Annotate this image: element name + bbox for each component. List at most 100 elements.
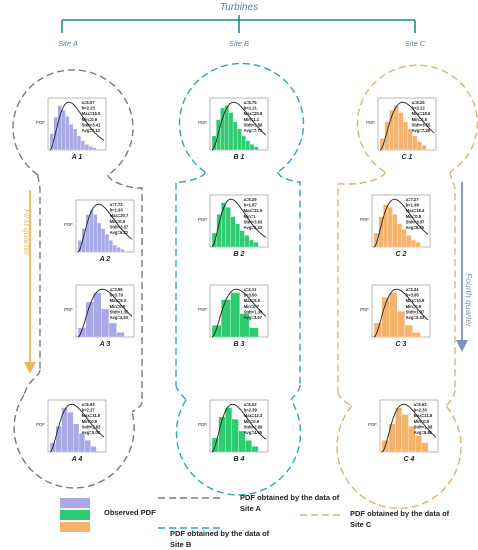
histogram-bar (230, 216, 236, 248)
panel-stat: b=1.87 (244, 203, 258, 208)
panel-stat: b=3.95 (406, 293, 420, 298)
legend-observed-label: Observed PDF (104, 508, 156, 517)
diagram-title: Turbines (220, 2, 258, 13)
histogram-bar (235, 223, 240, 248)
panel-stat: Min=0.9 (244, 419, 260, 424)
panel-stat: Min=0.9 (110, 219, 126, 224)
histogram-bar (239, 313, 250, 338)
panel-stat: a=3.96 (110, 287, 124, 292)
histogram-bar (412, 332, 421, 338)
panel-stat: Max=8.3 (110, 298, 127, 303)
panel-label: B 3 (234, 341, 245, 348)
legend-swatch-site-b (60, 510, 90, 520)
pdf-axis-label: PDF (198, 307, 207, 312)
panel-stat: b=3.79 (110, 293, 124, 298)
fourth-quarter-label: Fourth quarter (464, 273, 474, 328)
histogram-bar (373, 232, 379, 248)
panel-stat: Min=0.8 (110, 304, 126, 309)
panel-label: A 4 (71, 456, 83, 463)
panel-label: C 3 (396, 341, 407, 348)
histogram-bar (108, 240, 113, 253)
histogram-bar (421, 442, 429, 453)
panel-b3: PDF a=4.11b=3.90Max=6.5Min=0.7Stdt=1.39Av… (198, 284, 269, 348)
panel-a4: PDFa=6.93b=2.37Max=11.8Min=0.9Stdt=2.83A… (36, 399, 107, 463)
panel-stat: Avg=7.13 (82, 128, 101, 133)
panel-stat: a=6.93 (82, 402, 96, 407)
histogram-bar (404, 325, 413, 338)
histogram-bar (239, 230, 245, 248)
panel-label: B 2 (234, 251, 245, 258)
fitted-pdf-curve (211, 198, 267, 248)
fitted-pdf-curve (49, 403, 105, 453)
histogram-bar (393, 105, 399, 151)
panel-label: B 1 (234, 154, 245, 161)
panel-stat: Max=20.8 (244, 111, 263, 116)
panel-a3: PDF a=3.96b=3.79Max=8.3Min=0.8Stdt=1.35Av… (64, 284, 135, 348)
pdf-axis-label: PDF (366, 120, 375, 125)
legend: Observed PDF PDF obtained by the data of… (60, 493, 450, 549)
histogram-bar (248, 239, 254, 248)
histogram-bar (231, 419, 239, 453)
fitted-pdf-curve (373, 288, 429, 338)
panel-stat: Max=11.8 (82, 413, 101, 418)
histogram-bar (80, 140, 85, 151)
histogram-bar (218, 416, 226, 453)
panel-stat: a=6.62 (414, 402, 428, 407)
histogram-bar (89, 209, 94, 253)
panel-stat: Avg=3.53 (110, 315, 129, 320)
site-b-frame (175, 62, 305, 496)
fitted-pdf-curve (211, 288, 267, 338)
histogram-bar (101, 228, 106, 253)
pdf-axis-label: PDF (360, 217, 369, 222)
panel-stat: Stdt=2.09 (244, 424, 263, 429)
histogram-bar (412, 135, 418, 151)
histogram-bar (90, 446, 97, 453)
tree-connector (61, 15, 416, 33)
histogram-bar (230, 292, 240, 338)
histogram-bar (88, 146, 93, 151)
panel-stat: Min=0.9 (82, 117, 98, 122)
panel-stat: Min=0.9 (82, 419, 98, 424)
fourth-quarter-arrow (456, 182, 468, 352)
pdf-axis-label: PDF (64, 307, 73, 312)
panel-stat: a=5.02 (244, 402, 258, 407)
panel-stat: Stdt=3.41 (82, 122, 101, 127)
histogram-bar (73, 423, 80, 453)
panel-stat: b=2.39 (244, 408, 258, 413)
panel-stat: Avg=4.45 (244, 430, 263, 435)
panel-stat: Stdt=3.57 (110, 224, 129, 229)
panel-label: C 4 (404, 456, 415, 463)
fitted-pdf-curve (379, 101, 435, 151)
pdf-axis-label: PDF (36, 120, 45, 125)
histogram-bar (225, 407, 233, 453)
panel-a2: PDFa=7.72b=1.93Max=20.7Min=0.9Stdt=3.57A… (64, 199, 135, 263)
histogram-bar (221, 299, 231, 338)
panel-stat: Avg=6.82 (110, 230, 129, 235)
histogram-bar (416, 141, 422, 151)
panel-c1: PDF a=8.24b=2.22Max=18.6Min=1.5Stdt=3.55A… (366, 97, 437, 161)
panel-b4: PDF a=5.02b=2.39Max=12.3Min=0.9Stdt=2.09A… (198, 399, 269, 463)
panel-stat: b=2.23 (82, 106, 96, 111)
histogram-bar (241, 135, 246, 151)
panel-stat: b=1.98 (406, 203, 420, 208)
histogram-bar (392, 214, 398, 248)
first-quarter-arrow (24, 190, 36, 374)
legend-swatch-site-a (60, 498, 90, 508)
histogram-bar (112, 244, 117, 253)
panel-stat: Max=21.5 (244, 208, 263, 213)
panel-stat: Stdt=3.55 (412, 122, 431, 127)
histogram-bar (421, 145, 427, 151)
histogram-bar (387, 207, 393, 248)
panel-stat: Stdt=1.35 (110, 309, 129, 314)
histogram-bar (120, 249, 125, 253)
panel-c2: PDF a=7.27b=1.98Max=18.4Min=0.8Stdt=3.37A… (360, 194, 431, 258)
panel-label: C 1 (402, 154, 413, 161)
panel-stat: b=2.30 (414, 408, 428, 413)
panel-stat: Max=18.4 (406, 208, 425, 213)
histogram-bar (410, 239, 416, 248)
panel-stat: Min=0.8 (406, 214, 422, 219)
panel-stat: b=1.93 (110, 208, 124, 213)
panel-label: A 2 (99, 256, 111, 263)
histogram-bar (244, 235, 250, 248)
